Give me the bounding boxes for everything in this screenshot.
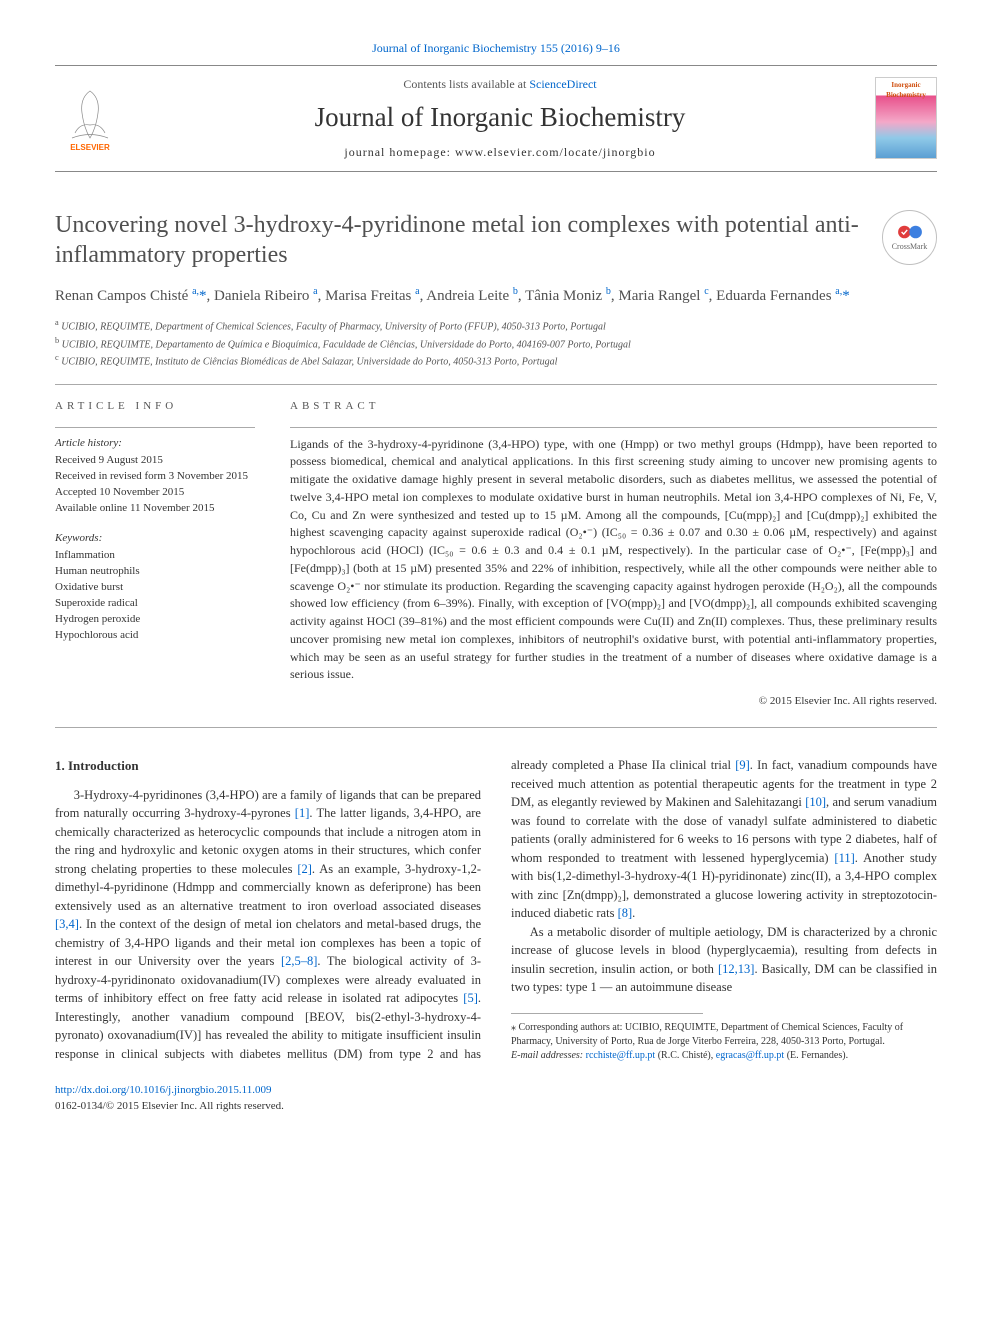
ref-link[interactable]: [9] [735, 758, 750, 772]
article-info-heading: article info [55, 399, 255, 414]
email-link[interactable]: egracas@ff.up.pt [716, 1050, 784, 1061]
affiliation: b UCIBIO, REQUIMTE, Departamento de Quím… [55, 335, 937, 352]
homepage-url[interactable]: www.elsevier.com/locate/jinorgbio [455, 145, 656, 159]
journal-homepage: journal homepage: www.elsevier.com/locat… [140, 144, 860, 161]
doi-link[interactable]: http://dx.doi.org/10.1016/j.jinorgbio.20… [55, 1084, 271, 1096]
keyword: Hydrogen peroxide [55, 612, 255, 628]
history-item: Received 9 August 2015 [55, 453, 255, 469]
affiliations: a UCIBIO, REQUIMTE, Department of Chemic… [55, 317, 937, 385]
masthead-center: Contents lists available at ScienceDirec… [140, 76, 860, 161]
contents-prefix: Contents lists available at [403, 77, 529, 91]
history-item: Available online 11 November 2015 [55, 501, 255, 517]
ref-link[interactable]: [2] [297, 862, 312, 876]
affiliation: a UCIBIO, REQUIMTE, Department of Chemic… [55, 317, 937, 334]
section-heading-intro: 1. Introduction [55, 756, 481, 775]
publisher-logo: ELSEVIER [55, 81, 125, 156]
journal-cover-thumb: Inorganic Biochemistry [875, 77, 937, 159]
article-info: article info Article history: Received 9… [55, 399, 255, 709]
ref-link[interactable]: [3,4] [55, 917, 79, 931]
svg-text:ELSEVIER: ELSEVIER [70, 143, 110, 152]
masthead: ELSEVIER Contents lists available at Sci… [55, 65, 937, 172]
history-item: Accepted 10 November 2015 [55, 485, 255, 501]
ref-link[interactable]: [11] [834, 851, 854, 865]
ref-link[interactable]: [1] [295, 806, 310, 820]
contents-line: Contents lists available at ScienceDirec… [140, 76, 860, 93]
abstract-copyright: © 2015 Elsevier Inc. All rights reserved… [290, 694, 937, 709]
top-journal-ref[interactable]: Journal of Inorganic Biochemistry 155 (2… [55, 40, 937, 57]
corresponding-footnote: ⁎ Corresponding authors at: UCIBIO, REQU… [511, 1020, 937, 1063]
keyword: Human neutrophils [55, 564, 255, 580]
body-text: 1. Introduction 3-Hydroxy-4-pyridinones … [55, 756, 937, 1063]
ref-link[interactable]: [10] [805, 795, 826, 809]
history-item: Received in revised form 3 November 2015 [55, 469, 255, 485]
abstract-text: Ligands of the 3-hydroxy-4-pyridinone (3… [290, 436, 937, 685]
journal-name: Journal of Inorganic Biochemistry [140, 99, 860, 137]
affiliation: c UCIBIO, REQUIMTE, Instituto de Ciência… [55, 352, 937, 369]
ref-link[interactable]: [12,13] [718, 962, 754, 976]
keyword: Hypochlorous acid [55, 628, 255, 644]
abstract: abstract Ligands of the 3-hydroxy-4-pyri… [290, 399, 937, 709]
page-footer: http://dx.doi.org/10.1016/j.jinorgbio.20… [55, 1083, 937, 1114]
keyword: Superoxide radical [55, 596, 255, 612]
ref-link[interactable]: [2,5–8] [281, 954, 317, 968]
article-title: Uncovering novel 3-hydroxy-4-pyridinone … [55, 210, 867, 270]
email-link[interactable]: rcchiste@ff.up.pt [586, 1050, 656, 1061]
footnote-separator [511, 1013, 703, 1014]
authors: Renan Campos Chisté a,*, Daniela Ribeiro… [55, 285, 867, 307]
sciencedirect-link[interactable]: ScienceDirect [529, 77, 596, 91]
ref-link[interactable]: [8] [618, 906, 633, 920]
crossmark-badge[interactable]: CrossMark [882, 210, 937, 265]
issn-line: 0162-0134/© 2015 Elsevier Inc. All right… [55, 1099, 937, 1114]
abstract-heading: abstract [290, 399, 937, 414]
history-label: Article history: [55, 436, 255, 451]
ref-link[interactable]: [5] [463, 991, 478, 1005]
keywords-label: Keywords: [55, 531, 255, 546]
keyword: Inflammation [55, 548, 255, 564]
keyword: Oxidative burst [55, 580, 255, 596]
